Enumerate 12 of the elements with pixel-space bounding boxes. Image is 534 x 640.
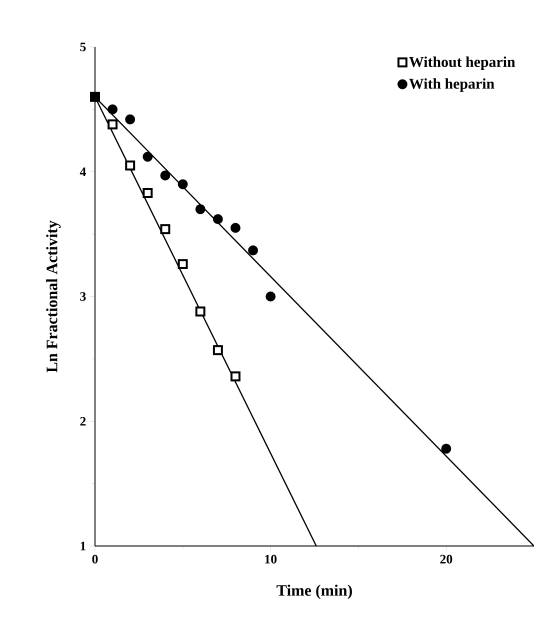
x-axis-title: Time (min): [276, 584, 352, 600]
y-tick-label: 3: [80, 292, 86, 301]
x-tick-label: 0: [92, 554, 98, 564]
y-tick-label: 1: [80, 542, 86, 550]
legend-label: Without heparin: [409, 56, 516, 70]
y-tick-label: 5: [80, 42, 86, 52]
x-tick-label: 10: [265, 554, 277, 564]
legend-label: With heparin: [409, 78, 494, 92]
y-tick-label: 4: [80, 167, 86, 176]
x-tick-label: 20: [440, 554, 452, 564]
y-axis-title: Ln Fractional Activity: [46, 220, 61, 372]
y-tick-label: 2: [80, 416, 86, 426]
